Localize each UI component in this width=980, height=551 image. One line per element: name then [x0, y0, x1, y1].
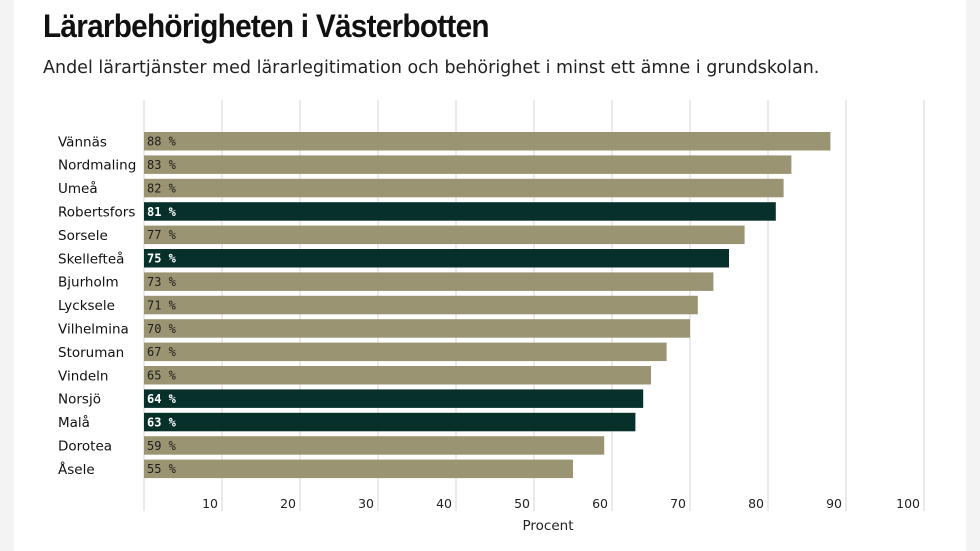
category-label: Vindeln — [58, 368, 108, 384]
bar-robertsfors — [144, 202, 776, 221]
bar-value-label: 71 % — [147, 298, 177, 312]
bar-value-label: 81 % — [147, 205, 177, 219]
category-label: Nordmaling — [58, 158, 136, 174]
chart-title: Lärarbehörigheten i Västerbotten — [43, 8, 490, 44]
x-tick-label: 40 — [436, 496, 452, 511]
bar-nordmaling — [144, 155, 792, 174]
x-tick-label: 70 — [670, 496, 686, 511]
bar-value-label: 59 % — [147, 439, 177, 453]
bar-value-label: 88 % — [147, 135, 177, 149]
bar-lycksele — [144, 295, 698, 315]
bar-norsj- — [144, 389, 644, 408]
bar-mal- — [144, 412, 636, 432]
x-tick-label: 50 — [514, 496, 530, 511]
bar-value-label: 70 % — [147, 322, 177, 336]
category-label: Malå — [58, 414, 90, 431]
bar-value-label: 55 % — [147, 462, 177, 476]
category-label: Vännäs — [58, 134, 107, 150]
category-labels: Vännäs Nordmaling Umeå Robertsfors Sorsele Sk… — [58, 134, 136, 478]
category-label: Robertsfors — [58, 204, 135, 220]
bar-value-label: 77 % — [147, 228, 177, 242]
bar-value-label: 67 % — [147, 345, 177, 359]
bar-value-label: 83 % — [147, 158, 177, 172]
category-label: Umeå — [58, 180, 98, 197]
x-axis-title: Procent — [523, 518, 574, 534]
bar-storuman — [144, 342, 667, 362]
bars: 88 % 83 % 82 % 81 % 77 % 75 % 73 % 71 % 70 % 67 %… — [144, 132, 831, 479]
x-tick-label: 90 — [826, 496, 842, 511]
category-label: Norsjö — [58, 392, 101, 408]
category-label: Bjurholm — [58, 275, 119, 291]
bar-vindeln — [144, 366, 651, 385]
bar-value-label: 75 % — [147, 252, 177, 266]
bar-sorsele — [144, 225, 745, 245]
category-label: Sorsele — [58, 228, 108, 244]
x-tick-label: 80 — [748, 496, 764, 511]
bar-value-label: 64 % — [147, 392, 177, 406]
x-tick-label: 30 — [358, 496, 374, 511]
x-tick-label: 20 — [280, 496, 296, 511]
category-label: Åsele — [58, 461, 95, 478]
chart-subtitle: Andel lärartjänster med lärarlegitimatio… — [43, 58, 820, 78]
category-label: Lycksele — [58, 298, 115, 314]
x-tick-label: 100 — [896, 496, 920, 511]
x-tick-label: 10 — [202, 496, 218, 511]
bar-value-label: 63 % — [147, 415, 177, 429]
x-axis-ticks: 10 20 30 40 50 60 70 80 90 100 — [202, 496, 920, 511]
bar-value-label: 65 % — [147, 369, 177, 383]
bar-value-label: 73 % — [147, 275, 177, 289]
category-label: Dorotea — [58, 438, 112, 454]
bar-skellefte- — [144, 249, 729, 268]
category-label: Storuman — [58, 345, 124, 361]
category-label: Vilhelmina — [58, 321, 129, 337]
category-label: Skellefteå — [58, 250, 124, 267]
bar-v-nn-s — [144, 132, 831, 151]
bar-bjurholm — [144, 272, 714, 291]
bar-ume- — [144, 178, 784, 198]
bar-dorotea — [144, 436, 605, 455]
x-tick-label: 60 — [592, 496, 608, 511]
bar-vilhelmina — [144, 319, 690, 338]
bar--sele — [144, 459, 573, 479]
bar-value-label: 82 % — [147, 181, 177, 195]
